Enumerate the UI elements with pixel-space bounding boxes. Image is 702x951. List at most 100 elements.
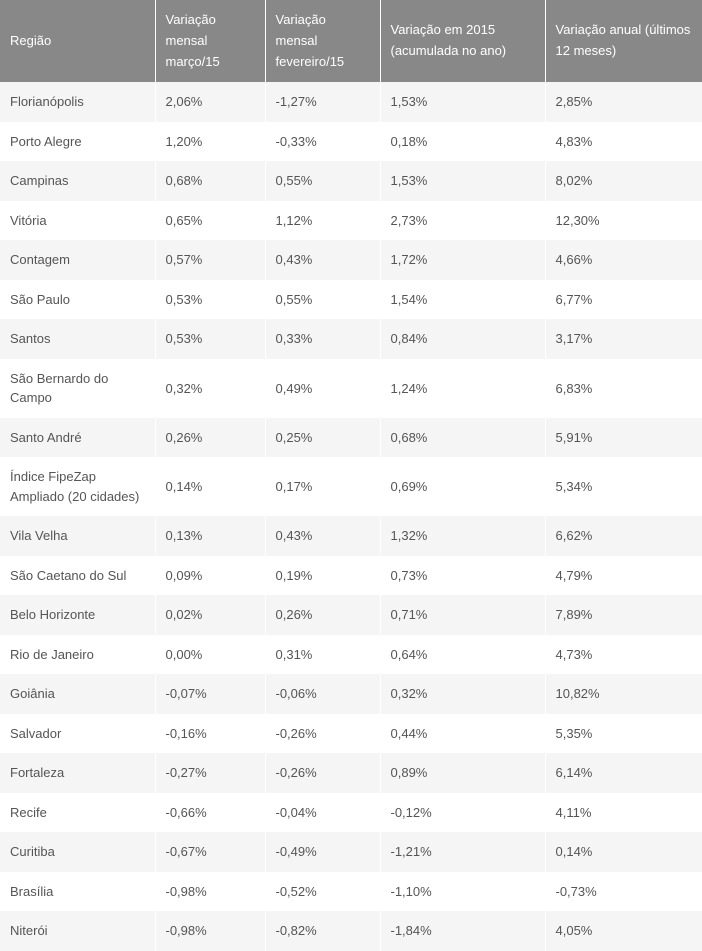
value-cell: 0,18% (380, 122, 545, 162)
value-cell: -0,26% (265, 714, 380, 754)
region-cell: Belo Horizonte (0, 595, 155, 635)
table-row: Recife-0,66%-0,04%-0,12%4,11% (0, 793, 702, 833)
region-cell: Brasília (0, 872, 155, 912)
table-row: Fortaleza-0,27%-0,26%0,89%6,14% (0, 753, 702, 793)
region-cell: São Caetano do Sul (0, 556, 155, 596)
value-cell: 0,25% (265, 418, 380, 458)
value-cell: 4,11% (545, 793, 702, 833)
value-cell: 0,32% (380, 674, 545, 714)
value-cell: 0,26% (265, 595, 380, 635)
region-cell: Rio de Janeiro (0, 635, 155, 675)
table-body: Florianópolis2,06%-1,27%1,53%2,85%Porto … (0, 82, 702, 951)
table-row: Santo André0,26%0,25%0,68%5,91% (0, 418, 702, 458)
region-cell: Niterói (0, 911, 155, 951)
region-cell: Santo André (0, 418, 155, 458)
header-cell-var-marco: Variação mensal março/15 (155, 0, 265, 82)
table-row: Campinas0,68%0,55%1,53%8,02% (0, 161, 702, 201)
header-cell-regiao: Região (0, 0, 155, 82)
table-row: São Bernardo do Campo0,32%0,49%1,24%6,83… (0, 359, 702, 418)
value-cell: 1,53% (380, 161, 545, 201)
region-cell: Vitória (0, 201, 155, 241)
value-cell: 3,17% (545, 319, 702, 359)
value-cell: 0,89% (380, 753, 545, 793)
value-cell: 1,53% (380, 82, 545, 122)
value-cell: -0,07% (155, 674, 265, 714)
value-cell: 4,66% (545, 240, 702, 280)
value-cell: 0,26% (155, 418, 265, 458)
value-cell: -1,84% (380, 911, 545, 951)
table-header: Região Variação mensal março/15 Variação… (0, 0, 702, 82)
value-cell: 0,19% (265, 556, 380, 596)
region-cell: Porto Alegre (0, 122, 155, 162)
value-cell: 0,44% (380, 714, 545, 754)
region-cell: Goiânia (0, 674, 155, 714)
table-row: Porto Alegre1,20%-0,33%0,18%4,83% (0, 122, 702, 162)
value-cell: 0,17% (265, 457, 380, 516)
value-cell: -0,26% (265, 753, 380, 793)
value-cell: 5,34% (545, 457, 702, 516)
region-cell: São Paulo (0, 280, 155, 320)
value-cell: 7,89% (545, 595, 702, 635)
region-cell: Recife (0, 793, 155, 833)
value-cell: 1,54% (380, 280, 545, 320)
value-cell: 0,57% (155, 240, 265, 280)
value-cell: 0,68% (155, 161, 265, 201)
table-row: Vila Velha0,13%0,43%1,32%6,62% (0, 516, 702, 556)
value-cell: 5,35% (545, 714, 702, 754)
value-cell: -0,06% (265, 674, 380, 714)
table-row: Belo Horizonte0,02%0,26%0,71%7,89% (0, 595, 702, 635)
value-cell: -1,27% (265, 82, 380, 122)
value-cell: -0,49% (265, 832, 380, 872)
value-cell: 0,71% (380, 595, 545, 635)
value-cell: 12,30% (545, 201, 702, 241)
value-cell: 0,43% (265, 240, 380, 280)
value-cell: -0,16% (155, 714, 265, 754)
table-row: Niterói-0,98%-0,82%-1,84%4,05% (0, 911, 702, 951)
value-cell: 6,14% (545, 753, 702, 793)
value-cell: 0,33% (265, 319, 380, 359)
value-cell: 0,14% (545, 832, 702, 872)
region-cell: São Bernardo do Campo (0, 359, 155, 418)
value-cell: 1,32% (380, 516, 545, 556)
value-cell: 6,62% (545, 516, 702, 556)
value-cell: -1,10% (380, 872, 545, 912)
value-cell: 6,83% (545, 359, 702, 418)
table-row: Curitiba-0,67%-0,49%-1,21%0,14% (0, 832, 702, 872)
value-cell: 0,84% (380, 319, 545, 359)
value-cell: 5,91% (545, 418, 702, 458)
value-cell: 8,02% (545, 161, 702, 201)
value-cell: 0,68% (380, 418, 545, 458)
value-cell: -0,04% (265, 793, 380, 833)
value-cell: -0,82% (265, 911, 380, 951)
region-cell: Contagem (0, 240, 155, 280)
region-cell: Índice FipeZap Ampliado (20 cidades) (0, 457, 155, 516)
value-cell: 0,55% (265, 280, 380, 320)
region-cell: Curitiba (0, 832, 155, 872)
table-row: Salvador-0,16%-0,26%0,44%5,35% (0, 714, 702, 754)
value-cell: 0,53% (155, 280, 265, 320)
value-cell: 2,06% (155, 82, 265, 122)
value-cell: -0,98% (155, 872, 265, 912)
table-row: São Caetano do Sul0,09%0,19%0,73%4,79% (0, 556, 702, 596)
header-cell-var-fevereiro: Variação mensal fevereiro/15 (265, 0, 380, 82)
value-cell: -0,12% (380, 793, 545, 833)
value-cell: 4,83% (545, 122, 702, 162)
table-row: Rio de Janeiro0,00%0,31%0,64%4,73% (0, 635, 702, 675)
value-cell: 4,73% (545, 635, 702, 675)
value-cell: -0,98% (155, 911, 265, 951)
region-cell: Fortaleza (0, 753, 155, 793)
value-cell: 0,65% (155, 201, 265, 241)
value-cell: 6,77% (545, 280, 702, 320)
value-cell: 2,73% (380, 201, 545, 241)
value-cell: 0,14% (155, 457, 265, 516)
table-row: Goiânia-0,07%-0,06%0,32%10,82% (0, 674, 702, 714)
region-cell: Salvador (0, 714, 155, 754)
value-cell: -0,33% (265, 122, 380, 162)
value-cell: 1,20% (155, 122, 265, 162)
value-cell: 0,64% (380, 635, 545, 675)
value-cell: -1,21% (380, 832, 545, 872)
value-cell: 0,53% (155, 319, 265, 359)
value-cell: -0,52% (265, 872, 380, 912)
value-cell: 10,82% (545, 674, 702, 714)
region-cell: Santos (0, 319, 155, 359)
